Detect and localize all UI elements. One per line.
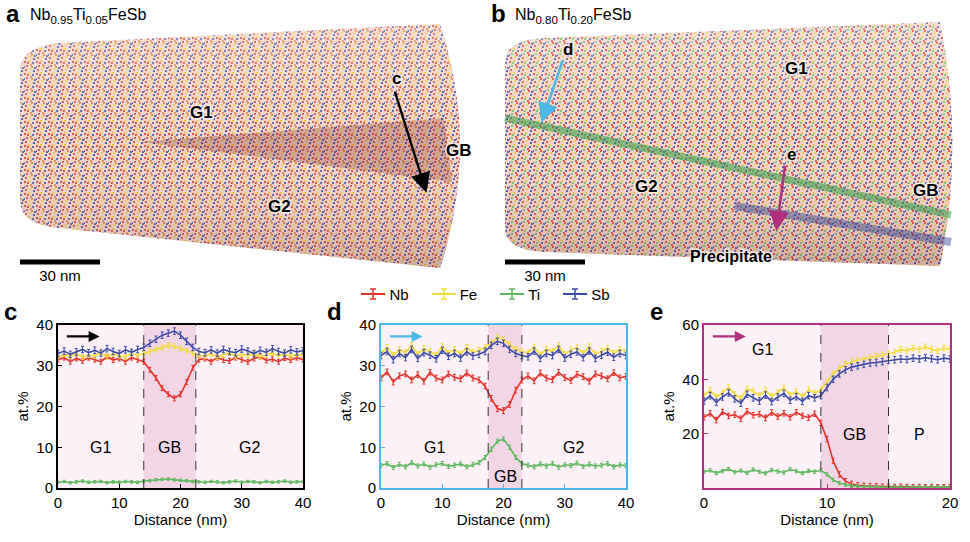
svg-text:10: 10 <box>359 439 376 456</box>
html-text:Sb: Sb <box>591 285 610 303</box>
svg-text:40: 40 <box>359 316 376 333</box>
html-text:Fe: Fe <box>459 285 478 303</box>
svg-text:0: 0 <box>54 494 62 511</box>
svg-text:Nb0.80Ti0.20FeSb: Nb0.80Ti0.20FeSb <box>515 6 631 26</box>
svg-text:GB: GB <box>494 468 517 485</box>
svg-text:0: 0 <box>377 494 385 511</box>
svg-text:0: 0 <box>700 494 708 511</box>
svg-text:Nb0.95Ti0.05FeSb: Nb0.95Ti0.05FeSb <box>30 6 146 26</box>
svg-text:at.%: at.% <box>14 391 31 421</box>
svg-text:10: 10 <box>819 494 836 511</box>
svg-text:10: 10 <box>36 439 53 456</box>
svg-text:10: 10 <box>111 494 128 511</box>
svg-text:at.%: at.% <box>660 391 677 421</box>
svg-text:0: 0 <box>368 479 376 496</box>
svg-text:c: c <box>392 69 401 88</box>
svg-text:30 nm: 30 nm <box>39 267 81 284</box>
html-text:e: e <box>650 298 664 325</box>
svg-text:G2: G2 <box>635 177 658 196</box>
svg-text:30: 30 <box>359 357 376 374</box>
svg-text:G2: G2 <box>239 439 260 456</box>
svg-text:Distance (nm): Distance (nm) <box>134 511 227 528</box>
svg-text:30: 30 <box>233 494 250 511</box>
svg-text:20: 20 <box>359 398 376 415</box>
svg-text:at.%: at.% <box>337 391 354 421</box>
svg-text:G1: G1 <box>424 439 445 456</box>
svg-text:G2: G2 <box>268 197 291 216</box>
svg-text:20: 20 <box>682 425 699 442</box>
svg-text:b: b <box>491 0 506 27</box>
svg-text:Distance (nm): Distance (nm) <box>780 511 873 528</box>
svg-text:30 nm: 30 nm <box>524 267 566 284</box>
svg-text:40: 40 <box>618 494 635 511</box>
svg-text:20: 20 <box>36 398 53 415</box>
svg-text:G1: G1 <box>785 59 808 78</box>
svg-text:G1: G1 <box>90 439 111 456</box>
svg-text:G1: G1 <box>190 103 213 122</box>
svg-text:60: 60 <box>682 316 699 333</box>
html-text:c: c <box>4 298 18 325</box>
svg-text:GB: GB <box>158 439 181 456</box>
svg-text:a: a <box>6 0 20 27</box>
svg-text:0: 0 <box>45 479 53 496</box>
svg-text:30: 30 <box>556 494 573 511</box>
svg-text:G1: G1 <box>752 341 773 358</box>
html-text:Ti: Ti <box>528 285 541 303</box>
svg-text:30: 30 <box>36 357 53 374</box>
svg-text:40: 40 <box>295 494 312 511</box>
svg-text:Distance (nm): Distance (nm) <box>457 511 550 528</box>
svg-text:G2: G2 <box>563 439 584 456</box>
svg-text:GB: GB <box>913 181 939 200</box>
svg-text:40: 40 <box>36 316 53 333</box>
html-text:Nb: Nb <box>389 285 409 303</box>
svg-text:10: 10 <box>434 494 451 511</box>
svg-text:20: 20 <box>172 494 189 511</box>
svg-text:Precipitate: Precipitate <box>690 248 772 265</box>
svg-text:GB: GB <box>446 141 472 160</box>
svg-text:40: 40 <box>682 371 699 388</box>
svg-text:20: 20 <box>942 494 959 511</box>
svg-text:e: e <box>787 145 796 164</box>
svg-text:P: P <box>914 426 925 443</box>
svg-text:d: d <box>563 40 573 59</box>
svg-text:GB: GB <box>843 426 866 443</box>
svg-text:20: 20 <box>495 494 512 511</box>
html-text:d: d <box>327 298 342 325</box>
